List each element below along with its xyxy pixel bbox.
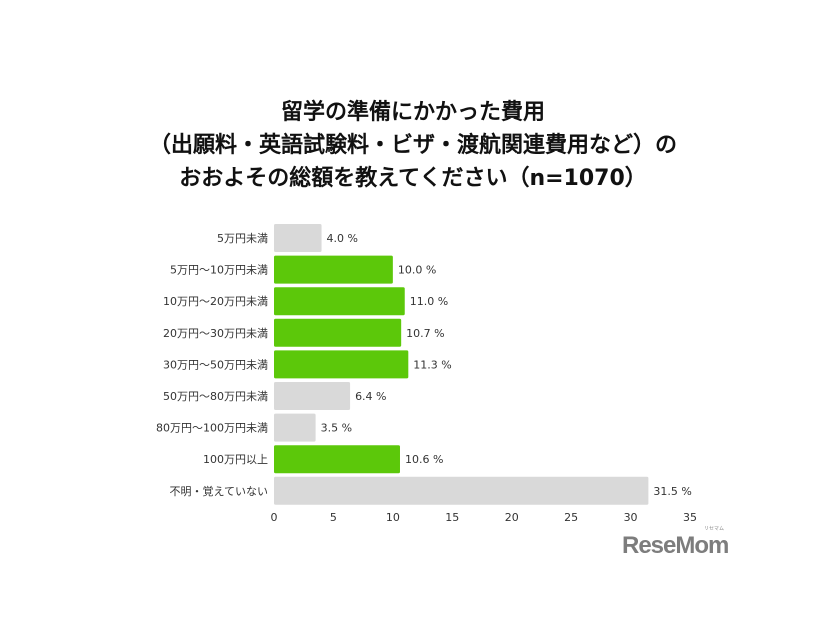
x-tick-label: 0 bbox=[271, 511, 278, 524]
bar bbox=[274, 382, 351, 410]
value-label: 3.5 % bbox=[321, 422, 352, 435]
bar bbox=[274, 476, 649, 505]
x-tick-label: 35 bbox=[683, 511, 697, 524]
category-label: 50万円～80万円未満 bbox=[163, 390, 268, 403]
x-tick-label: 25 bbox=[564, 511, 578, 524]
value-label: 4.0 % bbox=[327, 232, 358, 245]
title-line-3: おおよその総額を教えてください（n=1070） bbox=[179, 166, 647, 191]
bar bbox=[274, 350, 409, 379]
bar bbox=[274, 255, 393, 284]
value-label: 10.6 % bbox=[405, 453, 443, 466]
x-tick-label: 20 bbox=[505, 511, 519, 524]
bar bbox=[274, 445, 400, 474]
resemom-logo: ReseMom bbox=[622, 532, 729, 559]
chart-title: 留学の準備にかかった費用 （出願料・英語試験料・ビザ・渡航関連費用など）の おお… bbox=[0, 96, 826, 195]
value-label: 31.5 % bbox=[653, 485, 691, 498]
x-tick-label: 10 bbox=[386, 511, 400, 524]
title-line-1: 留学の準備にかかった費用 bbox=[280, 100, 545, 125]
category-label: 30万円～50万円未満 bbox=[163, 358, 268, 371]
value-label: 11.0 % bbox=[410, 295, 448, 308]
category-label: 5万円未満 bbox=[217, 232, 268, 245]
category-label: 10万円～20万円未満 bbox=[163, 295, 268, 308]
category-label: 100万円以上 bbox=[203, 453, 268, 466]
bar bbox=[274, 224, 322, 252]
bar bbox=[274, 318, 402, 347]
category-label: 不明・覚えていない bbox=[170, 485, 268, 498]
value-label: 10.7 % bbox=[406, 327, 444, 340]
category-label: 5万円～10万円未満 bbox=[170, 264, 268, 277]
x-tick-label: 15 bbox=[445, 511, 459, 524]
title-line-2: （出願料・英語試験料・ビザ・渡航関連費用など）の bbox=[148, 133, 677, 158]
category-label: 80万円～100万円未満 bbox=[156, 422, 268, 435]
category-label: 20万円～30万円未満 bbox=[163, 327, 268, 340]
x-tick-label: 30 bbox=[624, 511, 638, 524]
bar bbox=[274, 287, 405, 316]
bar bbox=[274, 413, 316, 442]
x-tick-label: 5 bbox=[330, 511, 337, 524]
value-label: 11.3 % bbox=[413, 358, 451, 371]
resemom-logo-small: リセマム bbox=[704, 526, 725, 532]
value-label: 6.4 % bbox=[355, 390, 386, 403]
value-label: 10.0 % bbox=[398, 264, 436, 277]
